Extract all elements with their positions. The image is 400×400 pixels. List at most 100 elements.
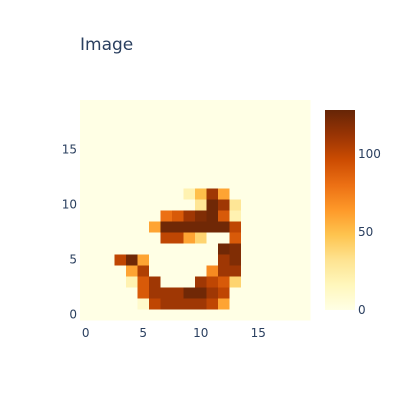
- heatmap-cell: [91, 221, 104, 233]
- heatmap-cell: [241, 265, 253, 277]
- heatmap-cell: [229, 177, 242, 189]
- heatmap-cell: [103, 144, 115, 156]
- heatmap-cell: [114, 199, 127, 211]
- heatmap-cell: [218, 221, 230, 233]
- heatmap-cell: [126, 144, 138, 156]
- heatmap-cell: [172, 177, 184, 189]
- heatmap-cell: [91, 155, 104, 167]
- heatmap-cell: [183, 243, 196, 255]
- heatmap-cell: [160, 276, 173, 288]
- heatmap-cell: [172, 309, 184, 321]
- heatmap-cell: [149, 111, 161, 123]
- heatmap-cell: [114, 287, 127, 299]
- heatmap-cell: [160, 199, 173, 211]
- heatmap-cell: [160, 210, 173, 222]
- heatmap-cell: [114, 188, 127, 200]
- heatmap-cell: [172, 122, 184, 134]
- heatmap-cell: [252, 122, 265, 134]
- heatmap-cell: [229, 122, 242, 134]
- heatmap-cell: [183, 254, 196, 266]
- heatmap-cell: [252, 221, 265, 233]
- heatmap-cell: [275, 298, 288, 310]
- heatmap-cell: [264, 177, 276, 189]
- heatmap-cell: [264, 111, 276, 123]
- heatmap-cell: [126, 177, 138, 189]
- heatmap-cell: [241, 210, 253, 222]
- heatmap-cell: [298, 243, 311, 255]
- heatmap-cell: [229, 232, 242, 244]
- heatmap-cell: [218, 155, 230, 167]
- heatmap-cell: [137, 309, 150, 321]
- heatmap-cell: [172, 232, 184, 244]
- heatmap-cell: [80, 309, 92, 321]
- heatmap-cell: [137, 276, 150, 288]
- heatmap-cell: [160, 243, 173, 255]
- heatmap-cell: [264, 155, 276, 167]
- heatmap-cell: [206, 100, 219, 112]
- heatmap-cell: [137, 144, 150, 156]
- heatmap-cell: [252, 166, 265, 178]
- heatmap-cell: [264, 254, 276, 266]
- heatmap-cell: [206, 177, 219, 189]
- heatmap-cell: [206, 210, 219, 222]
- heatmap-cell: [206, 276, 219, 288]
- heatmap-cell: [264, 298, 276, 310]
- heatmap-cell: [218, 199, 230, 211]
- heatmap-cell: [137, 221, 150, 233]
- heatmap-cell: [160, 177, 173, 189]
- heatmap-cell: [126, 100, 138, 112]
- heatmap-cell: [137, 243, 150, 255]
- heatmap-cell: [183, 265, 196, 277]
- heatmap-cell: [91, 100, 104, 112]
- heatmap-cell: [229, 309, 242, 321]
- heatmap-cell: [114, 210, 127, 222]
- heatmap-cell: [275, 276, 288, 288]
- heatmap-cell: [91, 309, 104, 321]
- heatmap-cell: [149, 265, 161, 277]
- heatmap-cell: [275, 254, 288, 266]
- heatmap-cell: [275, 177, 288, 189]
- heatmap-cell: [183, 199, 196, 211]
- heatmap-cell: [298, 111, 311, 123]
- heatmap-cell: [298, 144, 311, 156]
- heatmap-cell: [183, 298, 196, 310]
- heatmap-cell: [298, 210, 311, 222]
- heatmap-cell: [287, 188, 299, 200]
- heatmap-cell: [218, 309, 230, 321]
- heatmap-cell: [183, 100, 196, 112]
- heatmap-cell: [91, 232, 104, 244]
- heatmap-cell: [137, 133, 150, 145]
- heatmap-cell: [252, 100, 265, 112]
- heatmap-cell: [103, 265, 115, 277]
- heatmap-cell: [264, 188, 276, 200]
- heatmap-cell: [126, 210, 138, 222]
- heatmap-cell: [103, 287, 115, 299]
- heatmap-cell: [252, 265, 265, 277]
- heatmap-cell: [114, 133, 127, 145]
- heatmap-cell: [252, 298, 265, 310]
- heatmap-cell: [80, 100, 92, 112]
- heatmap-cell: [91, 144, 104, 156]
- heatmap-cell: [218, 144, 230, 156]
- heatmap-cell: [126, 221, 138, 233]
- heatmap-cell: [298, 232, 311, 244]
- heatmap-cell: [241, 221, 253, 233]
- heatmap-cell: [80, 188, 92, 200]
- heatmap-cell: [287, 133, 299, 145]
- heatmap-cell: [126, 254, 138, 266]
- heatmap-cell: [298, 188, 311, 200]
- heatmap-cell: [149, 133, 161, 145]
- heatmap-cell: [241, 111, 253, 123]
- heatmap-cell: [218, 166, 230, 178]
- heatmap-cell: [241, 276, 253, 288]
- heatmap-cell: [137, 155, 150, 167]
- heatmap-cell: [287, 276, 299, 288]
- heatmap-cell: [264, 166, 276, 178]
- heatmap-cell: [275, 100, 288, 112]
- heatmap-cell: [172, 144, 184, 156]
- heatmap-cell: [172, 100, 184, 112]
- heatmap-cell: [275, 122, 288, 134]
- heatmap-cell: [252, 111, 265, 123]
- heatmap-cell: [172, 166, 184, 178]
- heatmap-cell: [172, 265, 184, 277]
